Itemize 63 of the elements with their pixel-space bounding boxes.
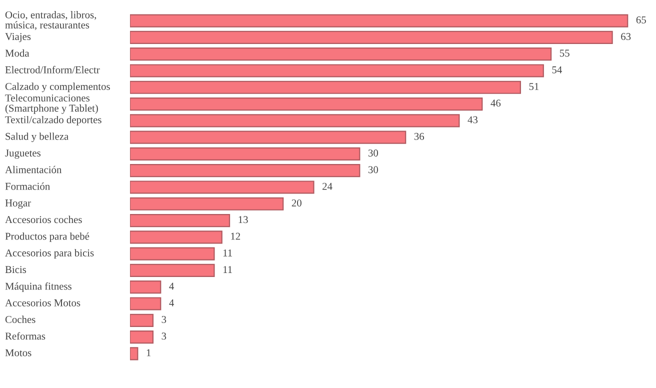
y-tick-label: Accesorios coches <box>5 216 82 224</box>
data-label: 11 <box>223 266 232 273</box>
bar <box>130 80 521 94</box>
bar <box>130 180 314 194</box>
bar <box>130 48 552 61</box>
bar <box>130 280 162 294</box>
data-label: 63 <box>621 33 631 40</box>
bar <box>130 30 613 44</box>
data-label: 1 <box>146 349 151 356</box>
y-tick-label: Juguetes <box>5 150 40 159</box>
data-label: 12 <box>231 232 240 240</box>
y-tick-label: Ocio, entradas, libros, música, restaurantes <box>5 11 96 30</box>
y-tick-label: Hogar <box>5 200 31 209</box>
y-tick-label: Textil/calzado deportes <box>5 116 102 126</box>
bar <box>130 147 360 161</box>
bar <box>130 97 483 111</box>
bar <box>130 214 230 228</box>
y-tick-label: Motos <box>5 349 32 356</box>
bar <box>130 314 154 327</box>
data-label: 4 <box>169 299 174 306</box>
y-tick-label: Coches <box>5 316 36 323</box>
bar <box>130 247 215 260</box>
y-tick-label: Viajes <box>5 33 31 42</box>
y-tick-label: Calzado y complementos <box>5 82 110 92</box>
data-label: 30 <box>368 166 378 174</box>
bar <box>130 197 284 210</box>
bar <box>130 230 222 244</box>
bar <box>130 114 460 128</box>
data-label: 3 <box>162 316 166 323</box>
data-label: 55 <box>560 50 570 57</box>
y-tick-label: Formación <box>5 182 50 190</box>
data-label: 24 <box>322 182 332 190</box>
bar <box>130 264 215 278</box>
y-tick-label: Alimentación <box>5 166 62 174</box>
data-label: 30 <box>368 150 378 157</box>
data-label: 13 <box>238 216 248 224</box>
y-tick-label: Productos para bebé <box>5 232 90 242</box>
bar <box>130 164 360 178</box>
data-label: 11 <box>223 249 232 256</box>
bar <box>130 297 162 310</box>
y-tick-label: Telecomunicaciones (Smartphone y Tablet) <box>5 94 98 114</box>
bar <box>130 14 628 28</box>
data-label: 4 <box>169 282 174 290</box>
y-tick-label: Accesorios para bicis <box>5 249 94 259</box>
y-tick-label: Salud y belleza <box>6 132 68 142</box>
y-tick-label: Bicis <box>5 266 26 274</box>
y-tick-label: Electrod/Inform/Electr <box>5 66 100 74</box>
y-tick-label: Reformas <box>5 332 46 340</box>
data-label: 65 <box>636 16 646 24</box>
data-label: 20 <box>292 199 302 206</box>
bar <box>130 64 544 78</box>
y-tick-label: Accesorios Motos <box>5 299 80 306</box>
data-label: 51 <box>529 83 539 90</box>
data-label: 36 <box>414 132 424 140</box>
bar <box>130 130 406 144</box>
bar <box>130 347 138 360</box>
data-label: 54 <box>552 66 562 74</box>
y-tick-label: Moda <box>5 49 30 57</box>
data-label: 46 <box>490 100 501 107</box>
data-label: 43 <box>468 116 478 124</box>
bar <box>130 330 154 344</box>
data-label: 3 <box>162 332 166 340</box>
y-tick-label: Máquina fitness <box>5 282 72 292</box>
